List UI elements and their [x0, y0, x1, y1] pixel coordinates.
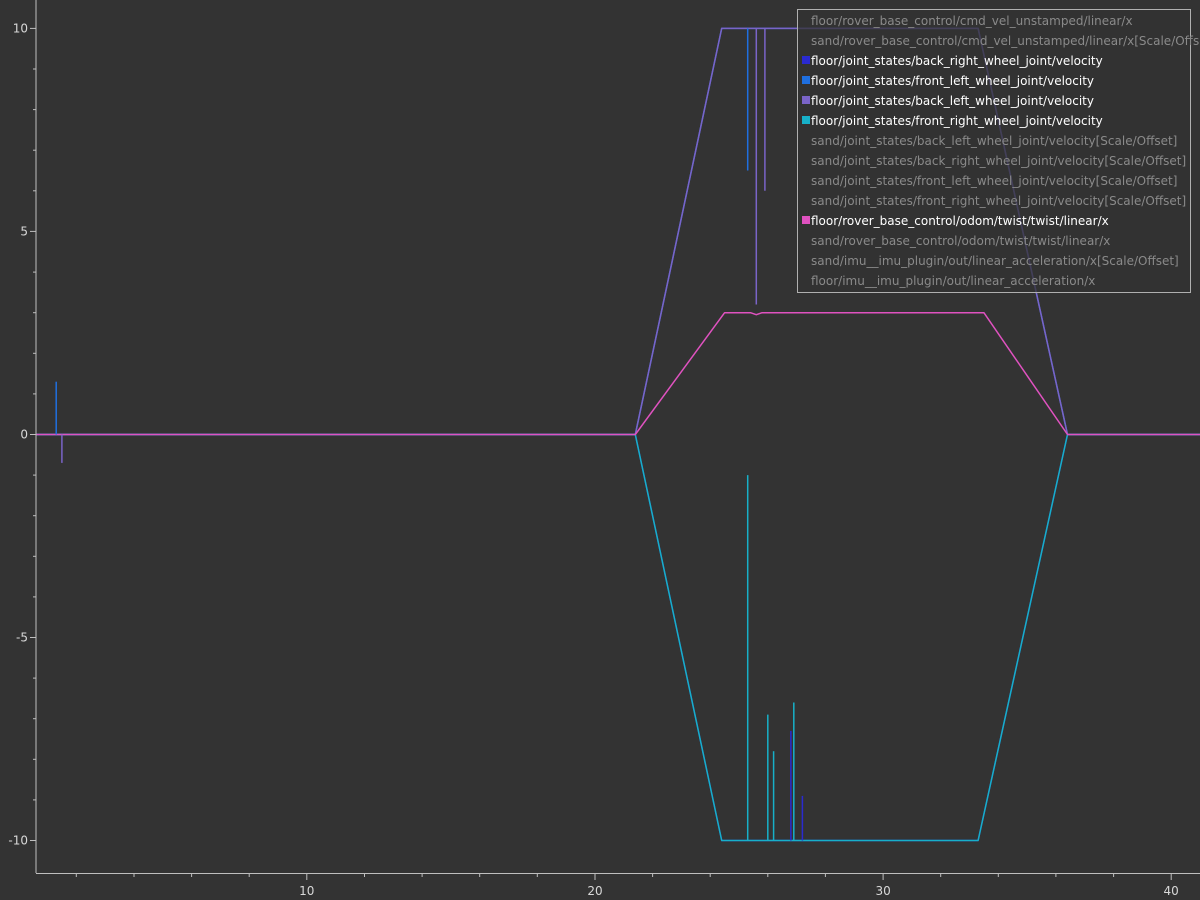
legend-swatch-5	[802, 96, 810, 104]
x-tick-label-30: 30	[875, 884, 890, 898]
legend-label-2: sand/rover_base_control/cmd_vel_unstampe…	[811, 34, 1200, 48]
legend[interactable]: floor/rover_base_control/cmd_vel_unstamp…	[797, 9, 1200, 293]
legend-label-13: sand/imu__imu_plugin/out/linear_accelera…	[811, 254, 1179, 268]
legend-box	[797, 9, 1191, 293]
legend-swatch-4	[802, 76, 810, 84]
legend-items: floor/rover_base_control/cmd_vel_unstamp…	[802, 14, 1200, 288]
legend-label-5: floor/joint_states/back_left_wheel_joint…	[811, 94, 1094, 108]
legend-item-7[interactable]: sand/joint_states/back_left_wheel_joint/…	[811, 134, 1177, 148]
legend-item-9[interactable]: sand/joint_states/front_left_wheel_joint…	[811, 174, 1177, 188]
x-tick-label-40: 40	[1164, 884, 1179, 898]
legend-swatch-3	[802, 56, 810, 64]
legend-item-12[interactable]: sand/rover_base_control/odom/twist/twist…	[811, 234, 1110, 248]
y-ticks: 10 5 0 -5 -10	[8, 21, 36, 848]
axes	[35, 0, 1200, 874]
legend-label-10: sand/joint_states/front_right_wheel_join…	[811, 194, 1186, 208]
y-tick-label-neg5: -5	[16, 631, 28, 645]
y-tick-label-neg10: -10	[8, 834, 28, 848]
legend-label-14: floor/imu__imu_plugin/out/linear_acceler…	[811, 274, 1095, 288]
legend-item-10[interactable]: sand/joint_states/front_right_wheel_join…	[811, 194, 1186, 208]
legend-label-9: sand/joint_states/front_left_wheel_joint…	[811, 174, 1177, 188]
x-tick-label-20: 20	[587, 884, 602, 898]
legend-item-14[interactable]: floor/imu__imu_plugin/out/linear_acceler…	[811, 274, 1095, 288]
legend-item-2[interactable]: sand/rover_base_control/cmd_vel_unstampe…	[811, 34, 1200, 48]
y-tick-label-5: 5	[20, 224, 28, 238]
legend-item-6[interactable]: floor/joint_states/front_right_wheel_joi…	[802, 114, 1103, 128]
legend-item-3[interactable]: floor/joint_states/back_right_wheel_join…	[802, 54, 1103, 68]
legend-item-1[interactable]: floor/rover_base_control/cmd_vel_unstamp…	[811, 14, 1133, 28]
y-tick-label-10: 10	[13, 21, 28, 35]
legend-swatch-6	[802, 116, 810, 124]
x-ticks: 10 20 30 40	[75, 873, 1179, 898]
legend-label-6: floor/joint_states/front_right_wheel_joi…	[811, 114, 1103, 128]
legend-item-11[interactable]: floor/rover_base_control/odom/twist/twis…	[802, 214, 1109, 228]
x-tick-label-10: 10	[299, 884, 314, 898]
legend-label-11: floor/rover_base_control/odom/twist/twis…	[811, 214, 1109, 228]
legend-label-4: floor/joint_states/front_left_wheel_join…	[811, 74, 1094, 88]
legend-item-13[interactable]: sand/imu__imu_plugin/out/linear_accelera…	[811, 254, 1179, 268]
legend-item-5[interactable]: floor/joint_states/back_left_wheel_joint…	[802, 94, 1094, 108]
legend-label-8: sand/joint_states/back_right_wheel_joint…	[811, 154, 1186, 168]
legend-label-7: sand/joint_states/back_left_wheel_joint/…	[811, 134, 1177, 148]
legend-item-4[interactable]: floor/joint_states/front_left_wheel_join…	[802, 74, 1094, 88]
legend-label-12: sand/rover_base_control/odom/twist/twist…	[811, 234, 1110, 248]
y-tick-label-0: 0	[20, 428, 28, 442]
legend-label-1: floor/rover_base_control/cmd_vel_unstamp…	[811, 14, 1133, 28]
legend-item-8[interactable]: sand/joint_states/back_right_wheel_joint…	[811, 154, 1186, 168]
legend-label-3: floor/joint_states/back_right_wheel_join…	[811, 54, 1103, 68]
series-line-rover-base-control-odom-twist-twist-linear-x	[36, 311, 1200, 436]
legend-swatch-11	[802, 216, 810, 224]
